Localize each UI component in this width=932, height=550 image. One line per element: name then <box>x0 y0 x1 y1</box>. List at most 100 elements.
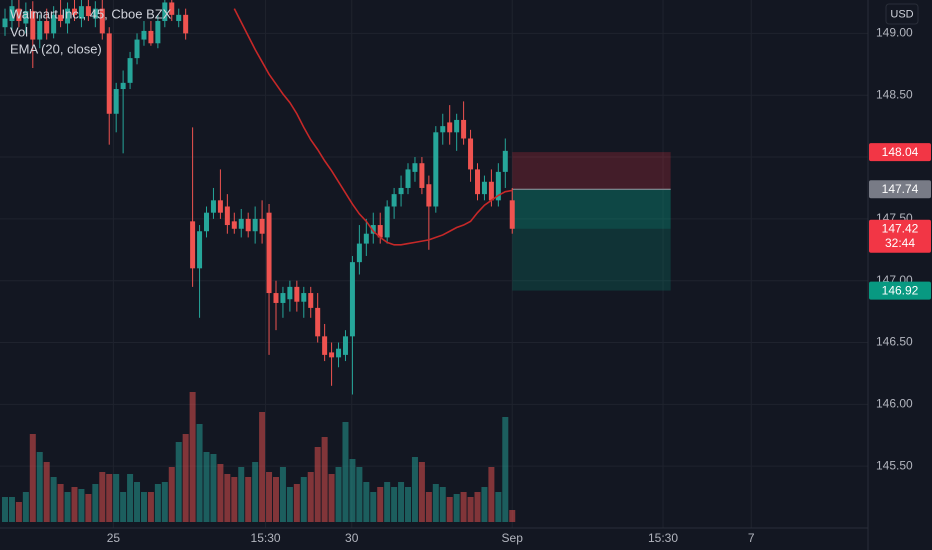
volume-bar <box>509 510 516 522</box>
candle-body <box>252 218 258 232</box>
countdown: 32:44 <box>885 236 915 250</box>
candle-body <box>454 119 460 133</box>
volume-bar <box>439 487 446 522</box>
volume-bar <box>418 462 425 522</box>
entry-label: 147.74 <box>882 182 919 196</box>
candle-body <box>315 307 321 337</box>
candle-body <box>210 200 216 213</box>
candle-body <box>461 119 467 139</box>
volume-bar <box>432 484 439 522</box>
legend-ema: EMA (20, close) <box>10 41 102 56</box>
volume-bar <box>460 492 467 522</box>
legend-vol: Vol <box>10 24 28 39</box>
volume-bar <box>314 447 321 522</box>
y-tick-label: 148.50 <box>876 87 913 101</box>
candle-body <box>342 336 348 355</box>
y-tick-label: 145.50 <box>876 458 913 472</box>
candle-body <box>37 21 43 40</box>
candle-body <box>106 33 112 114</box>
candle-body <box>384 206 390 238</box>
candle-body <box>148 30 154 44</box>
volume-bar <box>203 452 210 522</box>
candle-body <box>141 30 147 40</box>
volume-bar <box>342 422 349 522</box>
candle-body <box>468 138 474 170</box>
candle-body <box>398 187 404 195</box>
candle-body <box>287 286 293 300</box>
volume-bar <box>50 477 57 522</box>
candle-body <box>99 8 105 34</box>
volume-bar <box>134 482 141 522</box>
volume-bar <box>189 392 196 522</box>
currency: USD <box>890 8 913 20</box>
volume-bar <box>120 492 127 522</box>
volume-bar <box>293 484 300 522</box>
volume-bar <box>279 467 286 522</box>
candle-body <box>474 169 480 195</box>
volume-bar <box>425 492 432 522</box>
volume-bar <box>92 484 99 522</box>
candle-body <box>322 336 328 355</box>
x-tick-label: 30 <box>345 531 359 545</box>
candle-body <box>495 171 501 201</box>
candle-body <box>9 6 15 22</box>
volume-bar <box>266 472 273 522</box>
volume-bar <box>286 487 293 522</box>
volume-bar <box>272 477 279 522</box>
volume-bar <box>78 489 85 522</box>
candle-body <box>509 200 515 229</box>
stop-zone <box>512 152 671 190</box>
target-label: 146.92 <box>882 283 919 297</box>
volume-bar <box>140 492 147 522</box>
chart-title: Walmart Inc., 45, Cboe BZX <box>10 6 172 21</box>
candle-body <box>51 14 57 34</box>
candle-body <box>308 293 314 308</box>
candle-body <box>183 14 189 34</box>
volume-bar <box>154 484 161 522</box>
volume-bar <box>328 474 335 522</box>
volume-bar <box>474 492 481 522</box>
volume-bar <box>210 454 217 522</box>
candle-body <box>71 8 77 15</box>
candle-body <box>162 2 168 22</box>
entry-tag <box>869 180 931 199</box>
volume-bar <box>488 467 495 522</box>
candle-body <box>16 8 22 22</box>
volume-bar <box>495 492 502 522</box>
candle-body <box>176 14 182 22</box>
volume-bar <box>363 482 370 522</box>
volume-bar <box>252 462 259 522</box>
candle-body <box>412 163 418 172</box>
candle-body <box>356 243 362 263</box>
candle-body <box>44 21 50 34</box>
candle-body <box>245 218 251 232</box>
volume-bar <box>231 477 238 522</box>
volume-bar <box>57 484 64 522</box>
candle-body <box>127 58 133 83</box>
target-zone <box>512 189 671 291</box>
volume-bar <box>106 474 113 522</box>
candle-body <box>58 14 64 22</box>
volume-bar <box>370 492 377 522</box>
candle-body <box>391 194 397 207</box>
candle-body <box>481 181 487 195</box>
y-tick-label: 146.50 <box>876 335 913 349</box>
currency-button[interactable] <box>885 3 919 25</box>
volume-bar <box>127 474 134 522</box>
candle-body <box>370 225 376 234</box>
candle-body <box>259 218 265 234</box>
candle-body <box>155 21 161 44</box>
candle-body <box>120 82 126 90</box>
last-price-label: 147.42 <box>882 221 919 235</box>
volume-bar <box>113 474 120 522</box>
volume-bar <box>411 457 418 522</box>
volume-bar <box>43 462 50 522</box>
volume-bar <box>196 424 203 522</box>
candle-body <box>85 6 91 17</box>
candle-body <box>197 231 203 269</box>
volume-bar <box>99 472 106 522</box>
candle-body <box>363 233 369 244</box>
last-price-tag <box>869 219 931 253</box>
volume-bar <box>217 464 224 522</box>
